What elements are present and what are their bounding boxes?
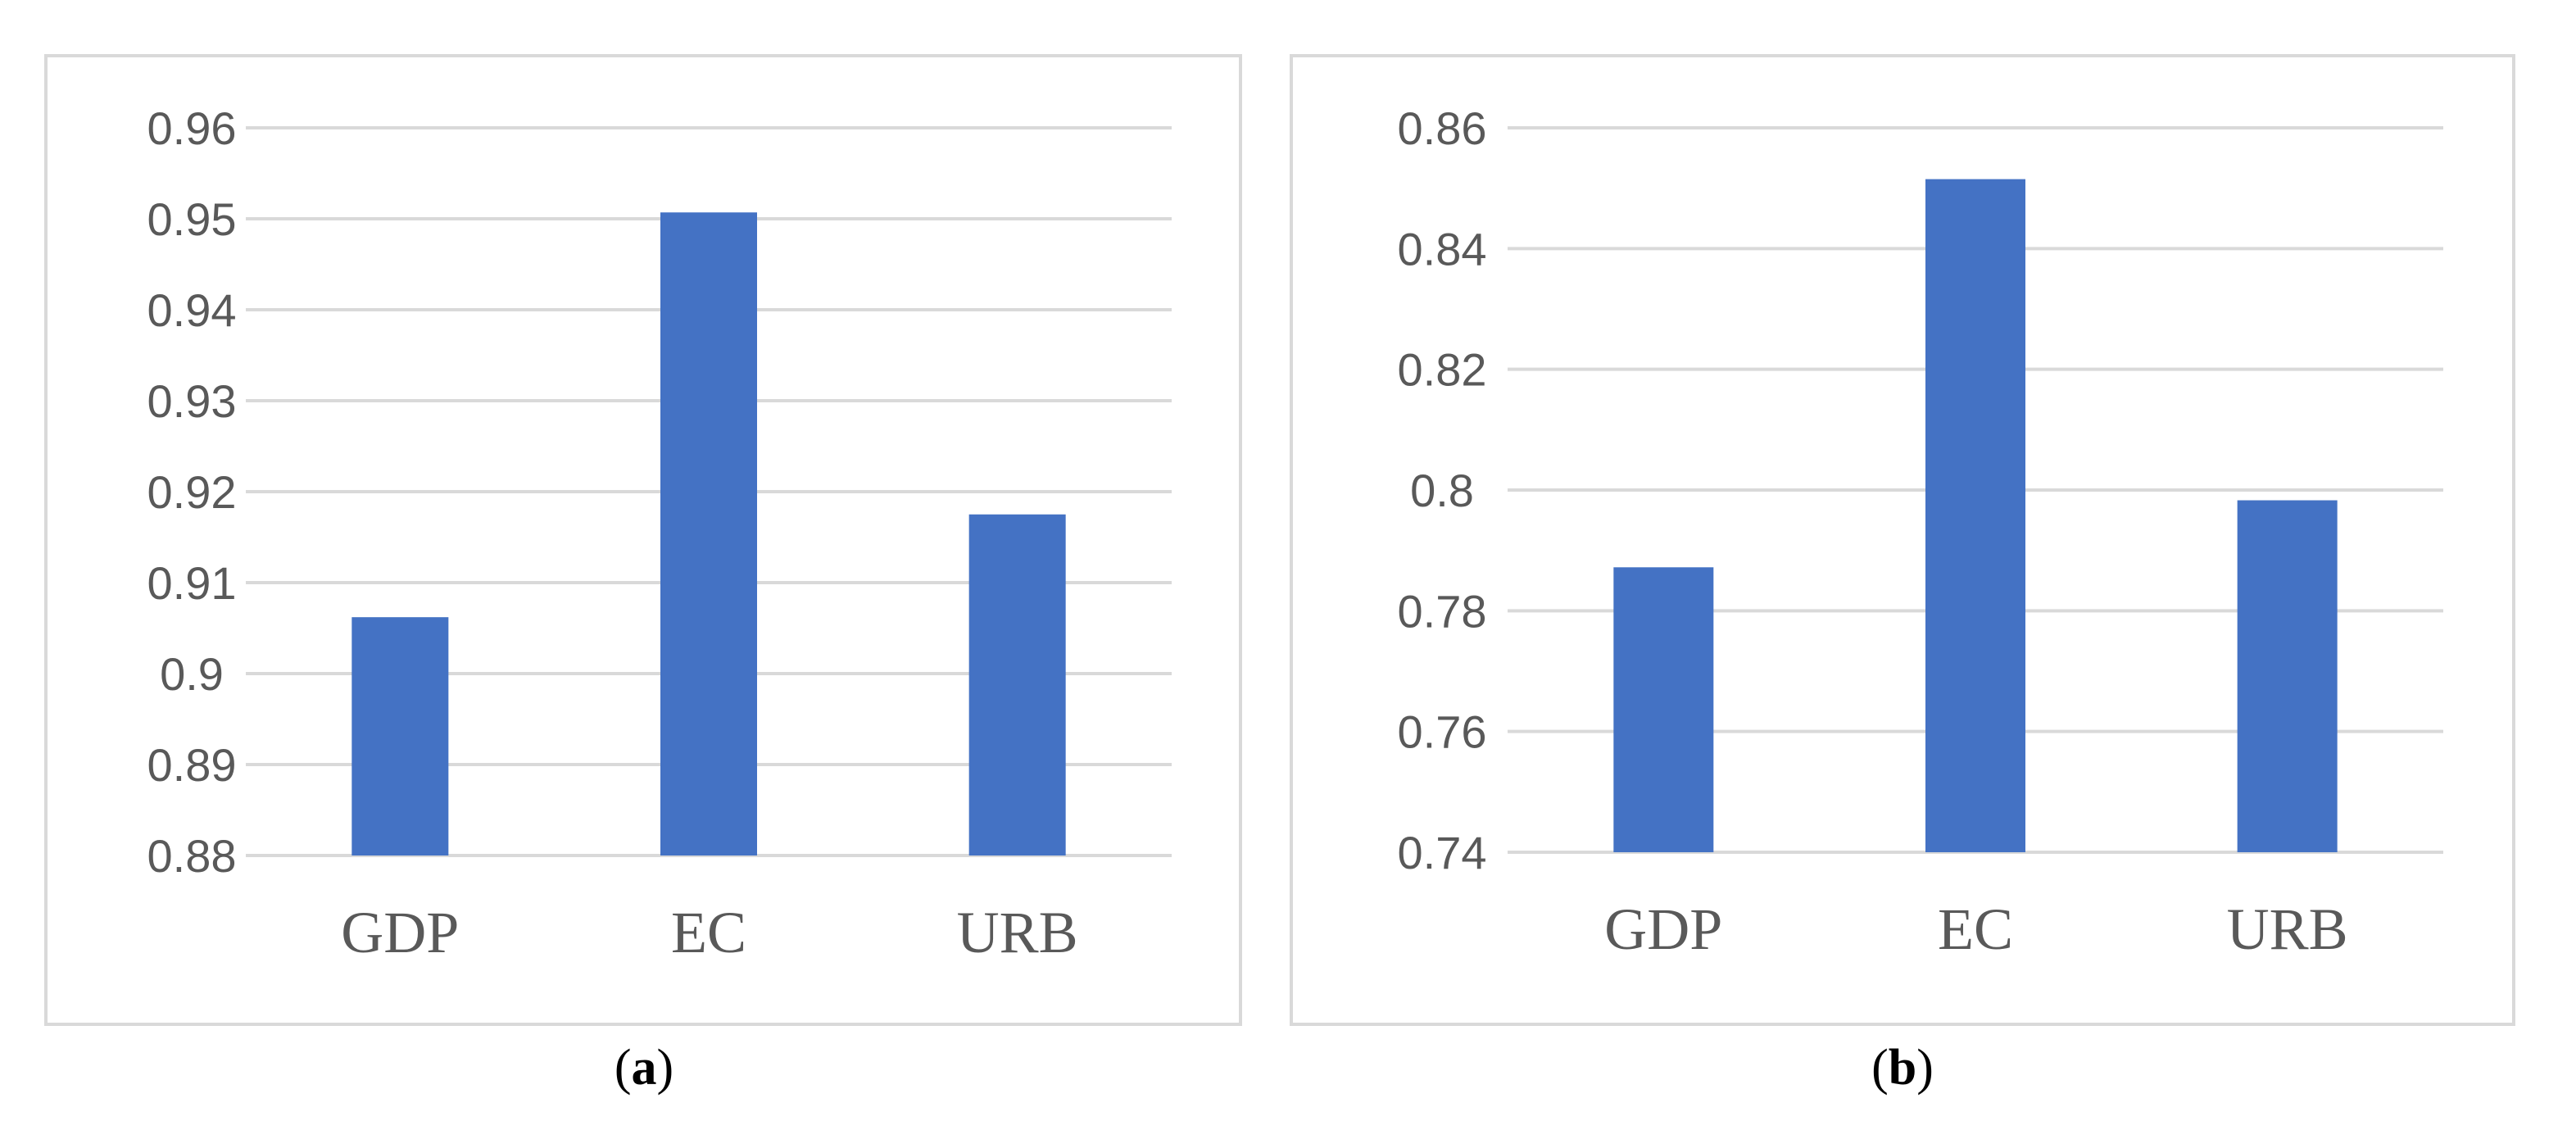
y-tick-label-a-4: 0.92	[147, 466, 237, 518]
bar-chart-b: 0.74 0.76 0.78 0.8 0.82 0.84 0.86 GDP EC URB	[1398, 102, 2443, 962]
caption-letter-b: b	[1888, 1040, 1917, 1096]
x-category-label-a-gdp: GDP	[341, 900, 459, 965]
y-tick-label-a-1: 0.89	[147, 739, 237, 791]
bar-b-urb	[2237, 500, 2338, 852]
bar-a-ec	[660, 212, 757, 856]
x-category-label-b-urb: URB	[2227, 896, 2348, 962]
bar-b-gdp	[1613, 567, 1714, 852]
chart-panel-b: 0.74 0.76 0.78 0.8 0.82 0.84 0.86 GDP EC URB	[1290, 54, 2515, 1026]
x-category-label-b-gdp: GDP	[1604, 896, 1722, 962]
y-tick-label-b-6: 0.86	[1398, 102, 1487, 154]
chart-panel-a: 0.88 0.89 0.9 0.91 0.92 0.93 0.94 0.95 0.96 GDP EC…	[44, 54, 1242, 1026]
y-tick-label-b-5: 0.84	[1398, 223, 1487, 275]
bar-a-urb	[968, 514, 1066, 856]
y-tick-label-a-6: 0.94	[147, 284, 237, 336]
caption-letter-a: a	[631, 1040, 657, 1096]
x-category-label-b-ec: EC	[1938, 896, 2013, 962]
bar-b-ec	[1925, 179, 2025, 852]
y-tick-label-a-8: 0.96	[147, 102, 237, 154]
x-category-label-a-urb: URB	[957, 900, 1078, 965]
y-tick-label-a-0: 0.88	[147, 830, 237, 882]
y-tick-label-b-2: 0.78	[1398, 585, 1487, 637]
y-tick-label-a-7: 0.95	[147, 193, 237, 245]
y-tick-label-a-5: 0.93	[147, 375, 237, 427]
bar-chart-a: 0.88 0.89 0.9 0.91 0.92 0.93 0.94 0.95 0.96 GDP EC…	[147, 102, 1172, 965]
y-tick-label-b-1: 0.76	[1398, 706, 1487, 758]
y-tick-label-b-3: 0.8	[1410, 465, 1474, 516]
y-tick-label-b-0: 0.74	[1398, 827, 1487, 878]
y-tick-label-b-4: 0.82	[1398, 344, 1487, 396]
caption-b: (b)	[1871, 1040, 1934, 1096]
caption-a: (a)	[614, 1040, 674, 1096]
bar-a-gdp	[351, 617, 449, 856]
x-category-label-a-ec: EC	[671, 900, 746, 965]
y-tick-label-a-2: 0.9	[160, 648, 224, 700]
y-tick-label-a-3: 0.91	[147, 557, 237, 609]
